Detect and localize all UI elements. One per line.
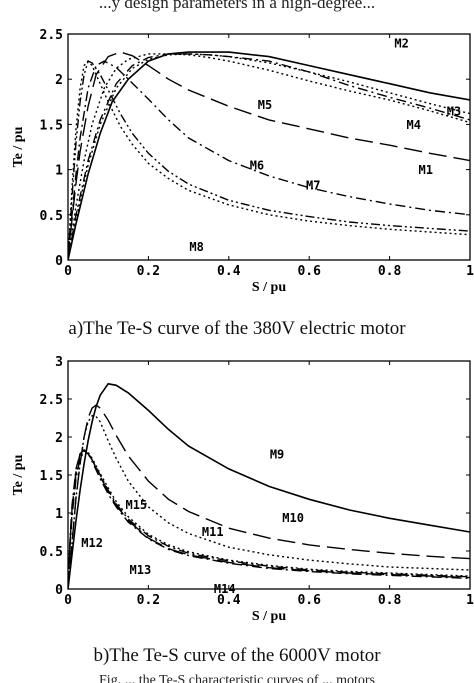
chart-b-label-m10: M10	[282, 511, 304, 525]
chart-a-ytick-label: 1.5	[40, 118, 63, 133]
chart-b-series-m9	[68, 382, 470, 589]
chart-a-ytick-label: 2	[55, 73, 63, 88]
chart-b-xtick-label: 1	[466, 593, 474, 608]
footer-text: Fig. ... the Te-S characteristic curves …	[99, 673, 375, 683]
chart-b-label-m14: M14	[214, 582, 236, 596]
chart-b-ytick-label: 0	[55, 583, 63, 598]
chart-a-label-m2: M2	[394, 37, 408, 51]
chart-b-label-m13: M13	[130, 563, 152, 577]
chart-b: 0 0.2 0.4 0.6 0.8 1 0 0.5 1 1.5 2 2.5 3 S / pu Te / pu…	[11, 355, 474, 624]
chart-a-xtick-label: 0.6	[297, 264, 321, 279]
chart-a-xtick-label: 0.8	[378, 264, 402, 279]
chart-b-caption: b)The Te-S curve of the 6000V motor	[93, 645, 381, 666]
chart-a-xtick-label: 0.2	[137, 264, 160, 279]
chart-b-ytick-label: 1.5	[40, 469, 63, 484]
chart-b-ytick-label: 0.5	[40, 545, 63, 560]
chart-a-label-m3: M3	[447, 104, 461, 118]
chart-a-series-m1	[68, 51, 470, 260]
chart-b-xlabel: S / pu	[252, 609, 286, 624]
chart-a-label-m5: M5	[258, 98, 272, 112]
chart-b-label-m12: M12	[81, 536, 103, 550]
chart-b-series-m15	[68, 449, 470, 589]
chart-b-label-m15: M15	[125, 498, 147, 512]
chart-b-xtick-label: 0.2	[137, 593, 160, 608]
chart-a-caption: a)The Te-S curve of the 380V electric mo…	[68, 318, 406, 339]
chart-a-label-m1: M1	[419, 163, 433, 177]
chart-a-xtick-label: 0.4	[217, 264, 241, 279]
chart-a-xlabel: S / pu	[252, 280, 286, 295]
chart-b-xtick-label: 0.6	[297, 593, 321, 608]
chart-a-series-m5	[68, 53, 470, 260]
chart-a-ytick-label: 1	[55, 164, 63, 179]
chart-a-series-m6	[68, 60, 470, 260]
chart-a-label-m7: M7	[306, 178, 320, 192]
chart-b-series-m10	[68, 404, 470, 589]
chart-a-series-m3	[68, 53, 470, 260]
chart-b-label-m9: M9	[270, 447, 284, 461]
chart-a-ytick-label: 0.5	[40, 209, 63, 224]
chart-a-series-m7	[68, 60, 470, 260]
chart-b-ylabel: Te / pu	[11, 454, 26, 495]
chart-a-xtick-label: 0	[64, 264, 72, 279]
chart-a-ylabel: Te / pu	[11, 126, 26, 167]
chart-b-xtick-label: 0.4	[217, 593, 241, 608]
chart-a-label-m8: M8	[189, 240, 203, 254]
chart-a-series-m8	[68, 60, 470, 260]
chart-b-xtick-label: 0.8	[378, 593, 402, 608]
chart-b-ytick-label: 3	[55, 355, 63, 370]
chart-b-ytick-label: 1	[55, 507, 63, 522]
chart-a-xtick-label: 1	[466, 264, 474, 279]
chart-a-series-m2	[68, 51, 470, 260]
chart-a-plot-frame	[67, 33, 471, 261]
chart-b-ytick-label: 2	[55, 431, 63, 446]
chart-a-ytick-label: 0	[55, 254, 63, 269]
chart-a-label-m4: M4	[406, 118, 420, 132]
chart-b-xtick-label: 0	[64, 593, 72, 608]
chart-b-ytick-label: 2.5	[40, 393, 63, 408]
chart-b-label-m11: M11	[202, 525, 224, 539]
chart-a-ytick-label: 2.5	[40, 28, 63, 43]
chart-a-label-m6: M6	[250, 159, 264, 173]
header-text: ...y design parameters in a high-degree.…	[98, 0, 376, 12]
chart-a: 0 0.2 0.4 0.6 0.8 1 0 0.5 1 1.5 2 2.5 S / pu Te / pu M…	[11, 28, 474, 295]
chart-b-series-m13	[68, 449, 470, 589]
chart-a-series-m4	[68, 53, 470, 260]
